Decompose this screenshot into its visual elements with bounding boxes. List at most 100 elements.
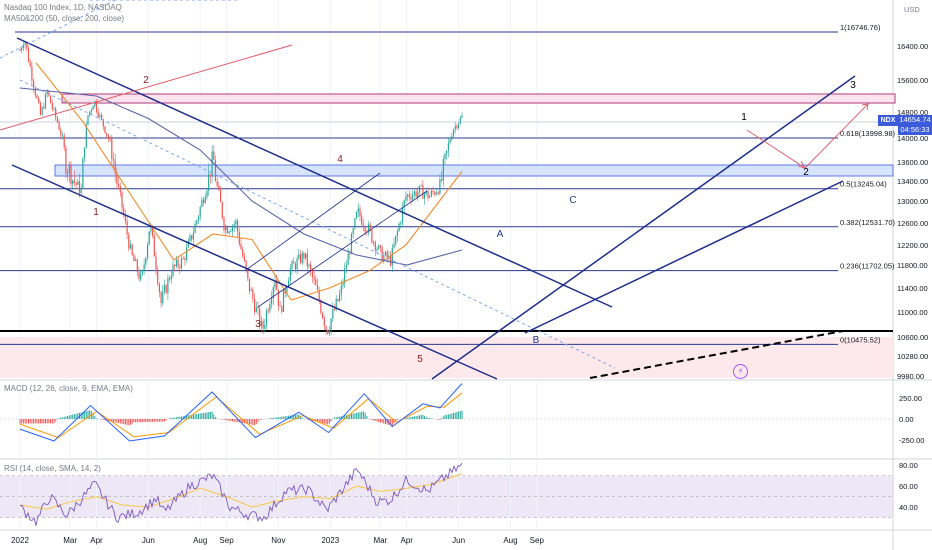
candle-body bbox=[157, 269, 159, 284]
candle-body bbox=[267, 310, 269, 312]
macd-histogram-bar bbox=[124, 419, 126, 425]
macd-histogram-bar bbox=[82, 411, 84, 419]
symbol-legend[interactable]: Nasdaq 100 Index, 1D, NASDAQ bbox=[4, 3, 122, 12]
candle-body bbox=[255, 307, 257, 313]
macd-histogram-bar bbox=[325, 419, 327, 425]
candle-body bbox=[192, 232, 194, 240]
macd-histogram-bar bbox=[276, 417, 278, 419]
macd-histogram-bar bbox=[257, 419, 259, 423]
candle-body bbox=[384, 251, 387, 256]
candle-body bbox=[150, 225, 152, 232]
time-tick-label: Apr bbox=[401, 536, 414, 545]
candle-body bbox=[374, 241, 376, 251]
bar-countdown: 04:56:33 bbox=[900, 125, 930, 134]
candle-body bbox=[417, 192, 419, 197]
rsi-tick-label: 40.00 bbox=[899, 503, 918, 512]
rsi-legend[interactable]: RSI (14, close, SMA, 14, 2) bbox=[4, 464, 101, 473]
candle-body bbox=[403, 200, 405, 208]
macd-histogram-bar bbox=[33, 419, 35, 424]
candle-body bbox=[286, 287, 288, 294]
macd-histogram-bar bbox=[169, 418, 171, 419]
macd-histogram-bar bbox=[150, 419, 152, 422]
macd-histogram-bar bbox=[65, 416, 67, 419]
ma200-line bbox=[19, 87, 463, 266]
macd-histogram-bar bbox=[322, 419, 324, 424]
candle-body bbox=[109, 138, 111, 140]
macd-histogram-bar bbox=[254, 419, 256, 426]
macd-histogram-bar bbox=[247, 419, 249, 424]
macd-histogram-bar bbox=[143, 419, 145, 423]
candle-body bbox=[38, 98, 40, 103]
candle-body bbox=[106, 132, 108, 136]
candle-body bbox=[101, 114, 103, 120]
macd-histogram-bar bbox=[337, 416, 339, 419]
macd-histogram-bar bbox=[225, 419, 227, 421]
macd-histogram-bar bbox=[391, 419, 393, 427]
candle-body bbox=[425, 190, 427, 194]
candle-body bbox=[111, 138, 113, 159]
ma-legend[interactable]: MA50&200 (50, close, 200, close) bbox=[4, 14, 125, 23]
candle-body bbox=[199, 206, 201, 217]
currency-label: USD bbox=[904, 5, 920, 14]
macd-histogram-bar bbox=[174, 417, 176, 419]
macd-histogram-bar bbox=[131, 419, 133, 424]
rsi-line bbox=[19, 462, 463, 526]
macd-line bbox=[19, 383, 463, 442]
candle-body bbox=[61, 135, 64, 137]
time-tick-label: Nov bbox=[271, 536, 285, 545]
dotted-trend-line bbox=[19, 79, 616, 369]
candle-body bbox=[299, 254, 302, 263]
candle-body bbox=[456, 125, 458, 128]
candle-body bbox=[247, 269, 249, 279]
candle-body bbox=[451, 136, 453, 140]
candle-body bbox=[335, 298, 337, 310]
macd-tick-label: 250.00 bbox=[899, 394, 922, 403]
macd-histogram-bar bbox=[306, 419, 308, 420]
macd-histogram-bar bbox=[330, 419, 332, 422]
candle-body bbox=[102, 119, 104, 127]
wave-label: 1 bbox=[93, 207, 99, 218]
candle-body bbox=[78, 181, 81, 194]
macd-histogram-bar bbox=[28, 419, 29, 424]
candle-body bbox=[94, 101, 96, 107]
macd-histogram-bar bbox=[339, 416, 341, 419]
macd-histogram-bar bbox=[50, 419, 52, 424]
macd-histogram-bar bbox=[454, 412, 456, 419]
macd-histogram-bar bbox=[371, 419, 373, 420]
last-price-tag: 14654.74 04:56:33 bbox=[898, 115, 932, 135]
macd-histogram-bar bbox=[177, 417, 179, 419]
macd-histogram-bar bbox=[213, 414, 215, 419]
macd-histogram-bar bbox=[84, 411, 86, 419]
arrow-head bbox=[861, 103, 869, 111]
macd-histogram-bar bbox=[373, 419, 375, 421]
macd-histogram-bar bbox=[291, 415, 293, 419]
candle-body bbox=[400, 222, 402, 224]
macd-legend[interactable]: MACD (12, 26, close, 9, EMA, EMA) bbox=[4, 384, 133, 393]
candle-body bbox=[354, 218, 356, 229]
macd-histogram-bar bbox=[301, 417, 303, 419]
macd-histogram-bar bbox=[153, 419, 155, 422]
candle-body bbox=[160, 292, 162, 304]
candle-body bbox=[97, 111, 99, 117]
candle-body bbox=[77, 181, 79, 185]
macd-histogram-bar bbox=[45, 419, 46, 424]
candle-body bbox=[133, 254, 135, 261]
candle-body bbox=[398, 223, 400, 232]
macd-histogram-bar bbox=[62, 417, 63, 419]
lightning-icon[interactable]: ⚡ bbox=[733, 364, 748, 379]
channel-upper-line bbox=[16, 37, 613, 308]
macd-histogram-bar bbox=[277, 417, 279, 419]
candle-body bbox=[461, 115, 463, 118]
macd-histogram-bar bbox=[194, 414, 196, 419]
macd-histogram-bar bbox=[378, 419, 380, 422]
macd-histogram-bar bbox=[235, 419, 237, 422]
macd-histogram-bar bbox=[133, 419, 135, 423]
candle-body bbox=[203, 199, 205, 203]
minor-channel-line bbox=[257, 190, 428, 308]
macd-histogram-bar bbox=[344, 415, 346, 419]
candle-body bbox=[293, 261, 295, 264]
candle-body bbox=[131, 244, 133, 255]
candle-body bbox=[180, 258, 183, 269]
candle-body bbox=[323, 318, 325, 327]
